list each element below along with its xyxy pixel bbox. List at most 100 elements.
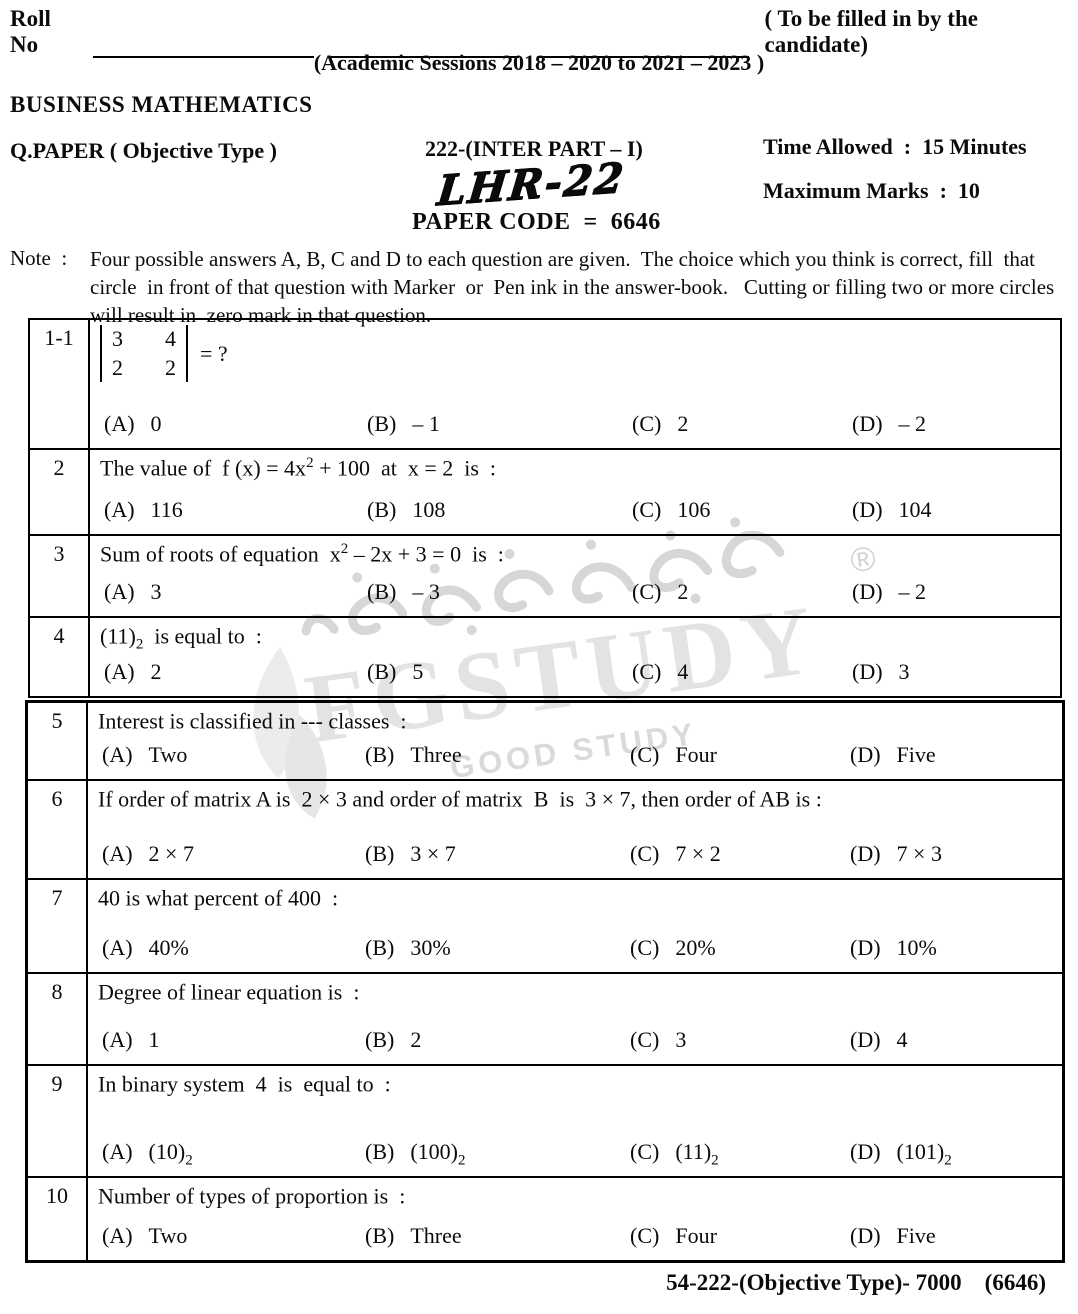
option-c: (C) 3 — [630, 1026, 687, 1052]
roll-no-underline — [536, 32, 749, 58]
options-row: (A) Two (B) Three (C) Four (D) Five — [98, 1223, 1056, 1253]
option-d: (D) 3 — [852, 658, 910, 684]
question-number: 6 — [28, 781, 88, 878]
note-section: Note : Four possible answers A, B, C and… — [10, 246, 1068, 330]
option-d: (D) 4 — [850, 1026, 908, 1052]
question-row-9: 9 In binary system 4 is equal to : (A) (1… — [28, 1064, 1062, 1176]
option-c: (C) 20% — [630, 934, 716, 960]
option-b: (B) 30% — [365, 934, 451, 960]
candidate-note: ( To be filled in by the candidate) — [764, 6, 984, 57]
option-a: (A) (10)2 — [102, 1138, 193, 1168]
options-row: (A) 3 (B) – 3 (C) 2 (D) – 2 — [100, 579, 1054, 609]
question-row-3: 3 Sum of roots of equation x2 – 2x + 3 =… — [30, 534, 1060, 616]
option-a: (A) 40% — [102, 934, 189, 960]
option-d: (D) – 2 — [852, 410, 927, 436]
options-row: (A) 0 (B) – 1 (C) 2 (D) – 2 — [100, 411, 1054, 441]
question-number: 10 — [28, 1178, 88, 1260]
option-c: (C) (11)2 — [630, 1138, 719, 1168]
option-d: (D) 7 × 3 — [850, 840, 942, 866]
question-row-5: 5 Interest is classified in --- classes … — [28, 703, 1062, 779]
option-d: (D) Five — [850, 1222, 936, 1248]
question-number: 7 — [28, 880, 88, 972]
determinant: 3 4 2 2 — [100, 325, 188, 382]
options-row: (A) (10)2 (B) (100)2 (C) (11)2 (D) (101)2 — [98, 1139, 1056, 1169]
note-text: Four possible answers A, B, C and D to e… — [90, 247, 1060, 327]
question-row-8: 8 Degree of linear equation is : (A) 1 (B… — [28, 972, 1062, 1064]
option-a: (A) Two — [102, 741, 188, 767]
options-row: (A) 1 (B) 2 (C) 3 (D) 4 — [98, 1027, 1056, 1057]
options-row: (A) 2 (B) 5 (C) 4 (D) 3 — [100, 659, 1054, 689]
roll-no-label: Roll No — [10, 6, 51, 57]
question-number: 8 — [28, 974, 88, 1064]
question-stem: The value of f (x) = 4x2 + 100 at x = 2 … — [100, 455, 497, 481]
roll-no-underline — [330, 32, 519, 58]
option-a: (A) 0 — [104, 410, 162, 436]
question-number: 1-1 — [30, 320, 90, 448]
time-allowed: Time Allowed : 15 Minutes — [763, 134, 1027, 159]
determinant-suffix: = ? — [200, 340, 228, 366]
option-a: (A) 2 × 7 — [102, 840, 194, 866]
maximum-marks: Maximum Marks : 10 — [763, 178, 980, 203]
question-stem: Sum of roots of equation x2 – 2x + 3 = 0… — [100, 541, 504, 567]
subject-title: BUSINESS MATHEMATICS — [10, 92, 313, 117]
option-a: (A) 3 — [104, 578, 162, 604]
options-row: (A) 116 (B) 108 (C) 106 (D) 104 — [100, 497, 1054, 527]
option-c: (C) 4 — [632, 658, 689, 684]
option-a: (A) 116 — [104, 496, 183, 522]
paper-number: 222-(INTER PART – I) — [425, 136, 643, 161]
option-d: (D) 104 — [852, 496, 932, 522]
question-table-2: 5 Interest is classified in --- classes … — [25, 700, 1065, 1263]
option-c: (C) Four — [630, 1222, 717, 1248]
option-b: (B) – 1 — [367, 410, 440, 436]
question-row-4: 4 (11)2 is equal to : (A) 2 (B) 5 (C) 4 (D)… — [30, 616, 1060, 696]
option-b: (B) Three — [365, 1222, 462, 1248]
option-b: (B) 108 — [367, 496, 446, 522]
option-d: (D) 10% — [850, 934, 937, 960]
option-d: (D) – 2 — [852, 578, 927, 604]
question-stem: If order of matrix A is 2 × 3 and order … — [98, 786, 822, 812]
option-a: (A) 1 — [102, 1026, 160, 1052]
option-b: (B) 5 — [367, 658, 424, 684]
question-number: 5 — [28, 703, 88, 779]
question-stem: (11)2 is equal to : — [100, 623, 262, 653]
options-row: (A) 2 × 7 (B) 3 × 7 (C) 7 × 2 (D) 7 × 3 — [98, 841, 1056, 871]
option-c: (C) Four — [630, 741, 717, 767]
paper-type: Q.PAPER ( Objective Type ) — [10, 138, 278, 163]
note-label: Note : — [10, 246, 68, 270]
options-row: (A) 40% (B) 30% (C) 20% (D) 10% — [98, 935, 1056, 965]
option-a: (A) Two — [102, 1222, 188, 1248]
question-stem: Degree of linear equation is : — [98, 979, 360, 1005]
question-number: 2 — [30, 450, 90, 534]
option-b: (B) 2 — [365, 1026, 422, 1052]
roll-no-underline — [93, 32, 315, 58]
question-stem: In binary system 4 is equal to : — [98, 1071, 391, 1097]
option-d: (D) (101)2 — [850, 1138, 952, 1168]
question-stem: Number of types of proportion is : — [98, 1183, 406, 1209]
question-stem: Interest is classified in --- classes : — [98, 708, 407, 734]
question-number: 9 — [28, 1066, 88, 1176]
question-row-1: 1-1 3 4 2 2 = ? (A) 0 (B) – 1 (C) 2 (D) – 2 — [30, 320, 1060, 448]
question-row-7: 7 40 is what percent of 400 : (A) 40% (B)… — [28, 878, 1062, 972]
question-row-10: 10 Number of types of proportion is : (A… — [28, 1176, 1062, 1260]
question-stem: 40 is what percent of 400 : — [98, 885, 339, 911]
option-c: (C) 106 — [632, 496, 711, 522]
option-c: (C) 2 — [632, 410, 689, 436]
option-d: (D) Five — [850, 741, 936, 767]
question-number: 4 — [30, 618, 90, 696]
question-stem: 3 4 2 2 = ? — [100, 325, 1054, 382]
option-a: (A) 2 — [104, 658, 162, 684]
option-b: (B) (100)2 — [365, 1138, 466, 1168]
handwritten-paper-code: LHR-22 — [434, 153, 628, 215]
options-row: (A) Two (B) Three (C) Four (D) Five — [98, 742, 1056, 772]
academic-session: (Academic Sessions 2018 – 2020 to 2021 –… — [313, 50, 765, 75]
question-number: 3 — [30, 536, 90, 616]
option-c: (C) 2 — [632, 578, 689, 604]
option-b: (B) Three — [365, 741, 462, 767]
option-c: (C) 7 × 2 — [630, 840, 721, 866]
option-b: (B) 3 × 7 — [365, 840, 456, 866]
question-table-1: 1-1 3 4 2 2 = ? (A) 0 (B) – 1 (C) 2 (D) – 2 … — [28, 318, 1062, 698]
paper-code: PAPER CODE = 6646 — [412, 209, 661, 235]
question-row-2: 2 The value of f (x) = 4x2 + 100 at x = … — [30, 448, 1060, 534]
roll-no-line: Roll No ( To be filled in by the candida… — [10, 6, 1072, 58]
footer-imprint: 54-222-(Objective Type)- 7000 (6646) — [666, 1270, 1046, 1295]
